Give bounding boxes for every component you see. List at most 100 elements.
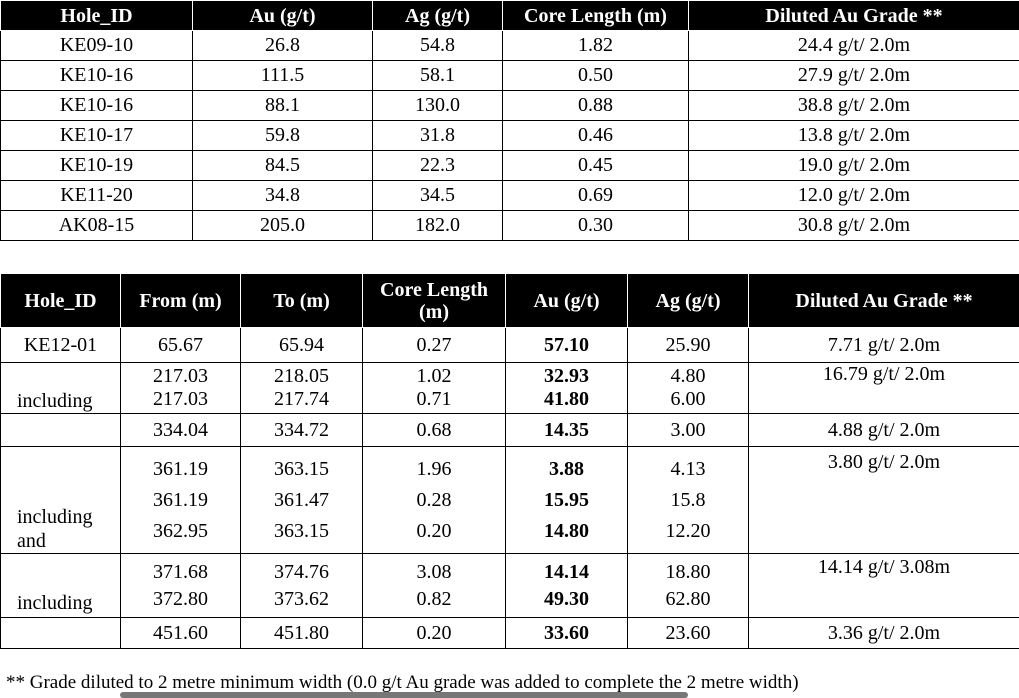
row: AK08-15 205.0 182.0 0.30 30.8 g/t/ 2.0m	[0, 210, 1019, 241]
row: including and 361.19 361.19 362.95 363.15 361.…	[0, 446, 1019, 554]
cell-line: 62.80	[665, 587, 711, 610]
cell-line: including	[17, 506, 93, 528]
table-2: Hole_ID From (m) To (m) Core Length (m) Au (…	[0, 273, 1019, 649]
cell-line: 3.80 g/t/ 2.0m	[827, 451, 941, 473]
cell-line: 3.00	[670, 419, 706, 441]
header-cell: Hole_ID	[0, 0, 193, 31]
cell: 0.45	[502, 150, 689, 181]
cell	[0, 617, 121, 649]
cell-line: 361.47	[274, 488, 329, 511]
cell: 217.03 217.03	[120, 362, 241, 414]
cell-line: 3.88	[549, 457, 584, 480]
cell-line: 14.80	[544, 519, 589, 542]
cell-line: 3.08	[416, 560, 452, 583]
cell-line: 33.60	[544, 622, 589, 644]
cell-line: 15.95	[544, 488, 589, 511]
cell: 0.88	[502, 90, 689, 121]
cell: 451.80	[240, 617, 363, 649]
header-cell: Core Length (m)	[362, 273, 506, 328]
row: KE10-16 88.1 130.0 0.88 38.8 g/t/ 2.0m	[0, 90, 1019, 121]
cell: 12.0 g/t/ 2.0m	[688, 180, 1019, 211]
cell-line: 361.19	[153, 457, 208, 480]
cell: 57.10	[505, 327, 628, 363]
header-cell: Au (g/t)	[192, 0, 373, 31]
scrollbar	[120, 692, 688, 698]
cell: 451.60	[120, 617, 241, 649]
cell-line: 14.14 g/t/ 3.08m	[817, 556, 951, 578]
cell-line: 217.03	[153, 388, 208, 410]
cell: KE10-19	[0, 150, 193, 181]
header-cell: Diluted Au Grade **	[688, 0, 1019, 31]
row: KE12-01 65.67 65.94 0.27 57.10 25.90 7.71 g/t/…	[0, 327, 1019, 363]
cell-line: 16.79 g/t/ 2.0m	[822, 363, 946, 386]
cell: 34.8	[192, 180, 373, 211]
cell-line: 0.20	[416, 622, 452, 644]
cell-line: 0.27	[416, 334, 452, 356]
cell: 182.0	[372, 210, 503, 241]
cell: 23.60	[627, 617, 749, 649]
cell: KE10-16	[0, 60, 193, 91]
cell: 1.02 0.71	[362, 362, 506, 414]
cell: 361.19 361.19 362.95	[120, 446, 241, 554]
cell: 111.5	[192, 60, 373, 91]
cell: 4.13 15.8 12.20	[627, 446, 749, 554]
cell: 130.0	[372, 90, 503, 121]
header-cell: Core Length (m)	[502, 0, 689, 31]
cell: 84.5	[192, 150, 373, 181]
header-cell: Hole_ID	[0, 273, 121, 328]
cell: 0.27	[362, 327, 506, 363]
cell-line: 14.14	[544, 560, 589, 583]
header-cell: To (m)	[240, 273, 363, 328]
cell: KE10-17	[0, 120, 193, 151]
cell-line: 361.19	[153, 488, 208, 511]
cell: 0.20	[362, 617, 506, 649]
cell: 371.68 372.80	[120, 553, 241, 618]
cell: KE12-01	[0, 327, 121, 363]
cell-line: 0.68	[416, 419, 452, 441]
cell: 1.96 0.28 0.20	[362, 446, 506, 554]
cell-line: including	[17, 390, 93, 412]
cell-line: and	[17, 530, 46, 552]
cell: KE11-20	[0, 180, 193, 211]
cell-line: 363.15	[274, 519, 329, 542]
cell-line: 217.74	[274, 388, 329, 410]
cell: 27.9 g/t/ 2.0m	[688, 60, 1019, 91]
cell-line: including	[17, 592, 93, 614]
row: 334.04 334.72 0.68 14.35 3.00 4.88 g/t/ 2.0m	[0, 413, 1019, 447]
cell: 0.30	[502, 210, 689, 241]
cell-line: 41.80	[544, 388, 589, 410]
header-cell: Ag (g/t)	[372, 0, 503, 31]
cell: 26.8	[192, 30, 373, 61]
cell-line: 4.88 g/t/ 2.0m	[827, 419, 941, 441]
cell: 32.93 41.80	[505, 362, 628, 414]
cell: 7.71 g/t/ 2.0m	[748, 327, 1019, 363]
cell-line: 218.05	[274, 365, 329, 387]
cell-line: 57.10	[544, 334, 589, 356]
cell-line: 18.80	[665, 560, 711, 583]
cell: 13.8 g/t/ 2.0m	[688, 120, 1019, 151]
row: KE10-17 59.8 31.8 0.46 13.8 g/t/ 2.0m	[0, 120, 1019, 151]
cell: 14.14 g/t/ 3.08m	[748, 553, 1019, 618]
cell-line: 65.67	[158, 334, 203, 356]
cell: 25.90	[627, 327, 749, 363]
cell-line: 334.04	[153, 419, 208, 441]
footnote: ** Grade diluted to 2 metre minimum widt…	[6, 672, 799, 693]
cell: 4.88 g/t/ 2.0m	[748, 413, 1019, 447]
cell: 3.08 0.82	[362, 553, 506, 618]
cell: 334.72	[240, 413, 363, 447]
cell-line: 23.60	[665, 622, 711, 644]
cell: 0.69	[502, 180, 689, 211]
cell: 14.14 49.30	[505, 553, 628, 618]
cell-line: 372.80	[153, 587, 208, 610]
cell: including	[0, 553, 121, 618]
cell-line: 65.94	[279, 334, 324, 356]
table-1: Hole_ID Au (g/t) Ag (g/t) Core Length (m) Di…	[0, 0, 1019, 241]
cell	[0, 413, 121, 447]
cell: 0.50	[502, 60, 689, 91]
cell: 54.8	[372, 30, 503, 61]
row: KE11-20 34.8 34.5 0.69 12.0 g/t/ 2.0m	[0, 180, 1019, 211]
cell-line: 32.93	[544, 365, 589, 387]
cell-line: 451.80	[274, 622, 329, 644]
cell-line: 373.62	[274, 587, 329, 610]
